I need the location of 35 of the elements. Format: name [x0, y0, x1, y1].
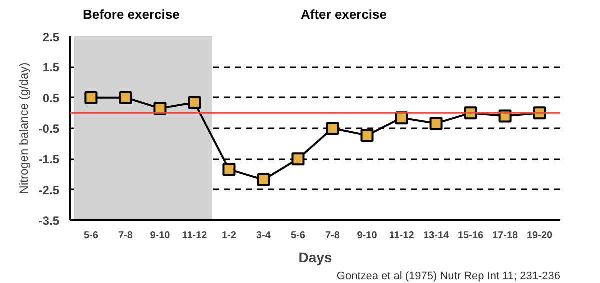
y-tick-label: -0.5: [38, 122, 60, 136]
point: [84, 91, 98, 104]
point: [257, 174, 270, 187]
point: [222, 163, 236, 176]
y-tick-label: -2.5: [38, 183, 60, 198]
x-tick-label: 5-6: [291, 230, 306, 242]
text: After exercise: [301, 7, 387, 22]
y-tick-label: 0.5: [42, 91, 60, 106]
point: [188, 96, 202, 110]
text: Gontzea et al (1975) Nutr Rep Int 11; 231-236: [336, 270, 561, 282]
y-tick-label: -1.5: [38, 152, 60, 167]
x-tick-label: 11-12: [182, 230, 208, 242]
x-tick-label: 1-2: [222, 230, 237, 242]
point: [360, 129, 374, 142]
x-tick-label: 7-8: [118, 230, 134, 242]
x-tick-label: 11-12: [389, 230, 415, 242]
y-tick-label: 1.5: [42, 60, 60, 75]
x-tick-label: 5-6: [84, 230, 99, 242]
point: [292, 152, 305, 166]
band-label: Before exercise: [83, 7, 180, 22]
x-axis-title: Days: [298, 250, 332, 266]
x-tick-label: 15-16: [458, 230, 484, 242]
point: [326, 122, 340, 135]
x-tick-label: 7-8: [326, 230, 340, 242]
point: [430, 117, 443, 130]
x-tick-label: 3-4: [256, 230, 272, 242]
x-tick-label: 13-14: [423, 230, 450, 242]
x-tick-label: 9-10: [357, 230, 378, 242]
y-tick-label: -3.5: [38, 214, 60, 228]
x-tick-label: 17-18: [492, 230, 519, 242]
y-axis-title: Nitrogen balance (g/day): [16, 62, 31, 194]
point: [119, 91, 132, 104]
x-tick-label: 19-20: [527, 230, 554, 242]
x-tick-label: 9-10: [150, 230, 171, 242]
y-tick-label: 2.5: [42, 30, 60, 44]
